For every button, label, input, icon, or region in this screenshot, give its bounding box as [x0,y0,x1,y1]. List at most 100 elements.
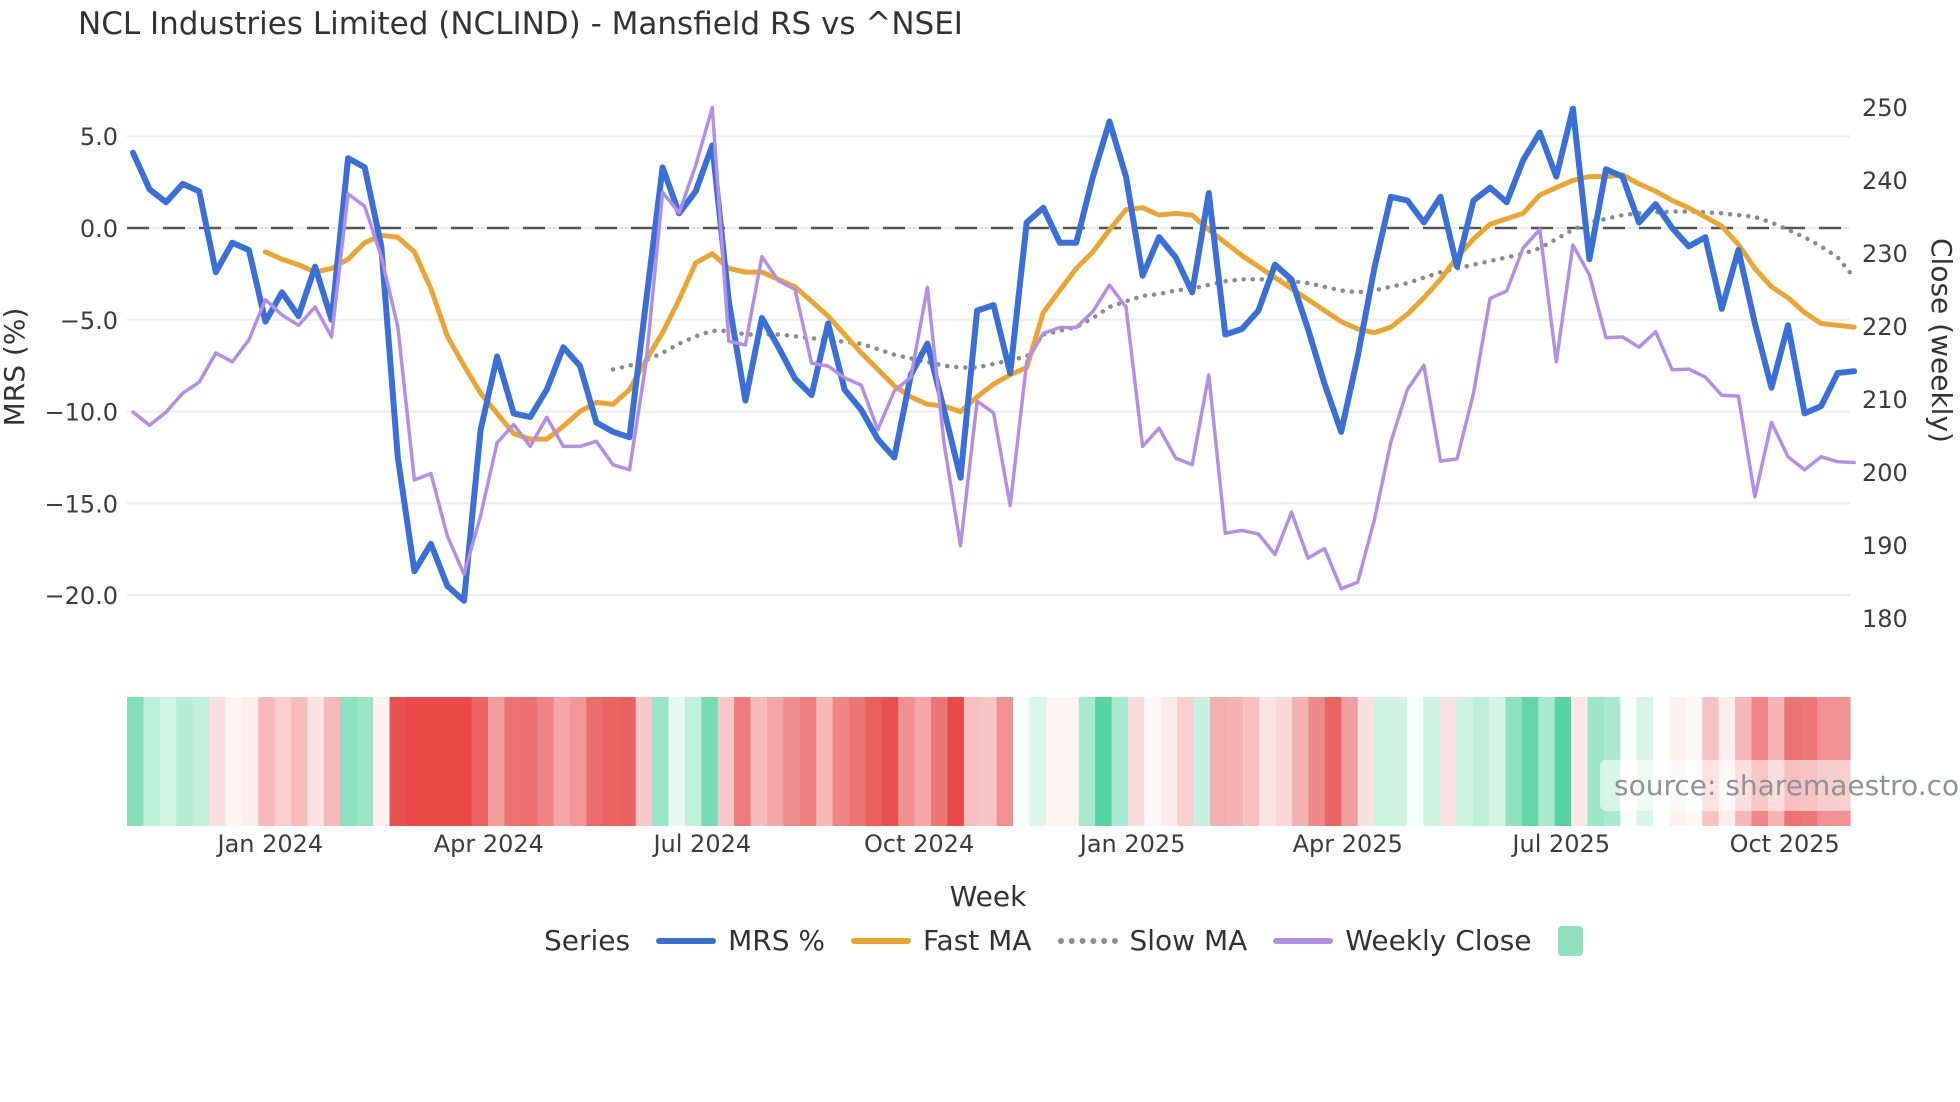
heatmap-cell [766,697,784,826]
heatmap-cell [1045,697,1063,826]
series-lines [130,105,1858,604]
tick-label: 220 [1862,313,1908,341]
heatmap-cell [701,697,719,826]
heatmap-cell [652,697,670,826]
heatmap-cell [668,697,686,826]
tick-label: −10.0 [44,399,118,427]
heatmap-cell [750,697,768,826]
heatmap-cell [438,697,456,826]
tick-label: Oct 2025 [1730,830,1840,858]
heatmap-cell [931,697,949,826]
heatmap-cell [241,697,259,826]
tick-label: −15.0 [44,490,118,518]
heatmap-cell [1456,697,1474,826]
tick-label: 0.0 [80,215,118,243]
heatmap-cell [799,697,817,826]
heatmap-cell [373,697,391,826]
legend-label: Weekly Close [1345,924,1532,957]
heatmap-cell [1423,697,1441,826]
tick-label: 250 [1862,94,1908,122]
legend-swatch-line [656,937,717,944]
heatmap-cell [176,697,194,826]
heatmap-cell [1013,697,1031,826]
tick-label: 190 [1862,532,1908,560]
heatmap-cell [1505,697,1523,826]
heatmap-cell [340,697,358,826]
legend-swatch-line [1273,937,1334,944]
legend-swatch-line [851,937,912,944]
heatmap-cell [1439,697,1457,826]
legend: Series MRS % Fast MA Slow MA Weekly Close [544,924,1583,957]
heatmap-cell [570,697,588,826]
heatmap-cell [1078,697,1096,826]
heatmap-cell [1062,697,1080,826]
tick-label: Jan 2025 [1078,830,1186,858]
heatmap-cell [684,697,702,826]
heatmap-cell [717,697,735,826]
heatmap-cell [192,697,210,826]
fast-ma-line [262,172,1857,442]
heatmap-cell [898,697,916,826]
heatmap-cell [914,697,932,826]
heatmap-cell [1275,697,1293,826]
tick-label: 230 [1862,240,1908,268]
heatmap-cell [225,697,243,826]
heatmap-cell [1242,697,1260,826]
legend-item-heatmap [1557,925,1583,956]
tick-label: −20.0 [44,582,118,610]
heatmap-cell [1324,697,1342,826]
chart-title: NCL Industries Limited (NCLIND) - Mansfi… [78,6,963,42]
heatmap-cell [389,697,407,826]
tick-label: 180 [1862,605,1908,633]
heatmap-cell [1095,697,1113,826]
heatmap-cell [1029,697,1047,826]
heatmap-cell [1308,697,1326,826]
heatmap-cell [816,697,834,826]
heatmap-cell [947,697,965,826]
heatmap-cell [422,697,440,826]
heatmap-cell [553,697,571,826]
heatmap-cell [849,697,867,826]
heatmap-cell [356,697,374,826]
heatmap-cell [1144,697,1162,826]
heatmap-cell [1571,697,1589,826]
heatmap-cell [291,697,309,826]
tick-label: 5.0 [80,123,118,151]
heatmap-cell [1472,697,1490,826]
heatmap-cell [1160,697,1178,826]
heatmap-cell [127,697,145,826]
legend-item-mrs-%: MRS % [656,924,825,957]
x-axis-title: Week [949,880,1027,913]
heatmap-cell [307,697,325,826]
heatmap-cell [980,697,998,826]
heatmap-cell [504,697,522,826]
legend-item-fast-ma: Fast MA [851,924,1032,957]
heatmap-cell [1292,697,1310,826]
tick-label: 200 [1862,459,1908,487]
heatmap-cell [1554,697,1572,826]
legend-label: Fast MA [923,924,1032,957]
heatmap-cell [1374,697,1392,826]
tick-label: Jul 2024 [651,830,751,858]
heatmap-cell [1488,697,1506,826]
legend-swatch-square [1557,925,1583,956]
mrs--line [130,105,1858,604]
legend-item-weekly-close: Weekly Close [1273,924,1532,957]
heatmap-cell [1406,697,1424,826]
tick-label: Jul 2025 [1510,830,1610,858]
heatmap-cell [963,697,981,826]
heatmap-cell [1259,697,1277,826]
heatmap-cell [143,697,161,826]
heatmap-cell [1341,697,1359,826]
heatmap-cell [783,697,801,826]
heatmap-cell [1538,697,1556,826]
heatmap-cell [734,697,752,826]
legend-title: Series [544,924,631,957]
heatmap-cell [455,697,473,826]
tick-label: 210 [1862,386,1908,414]
heatmap-cell [405,697,423,826]
heatmap-strip [127,697,1851,826]
heatmap-cell [832,697,850,826]
